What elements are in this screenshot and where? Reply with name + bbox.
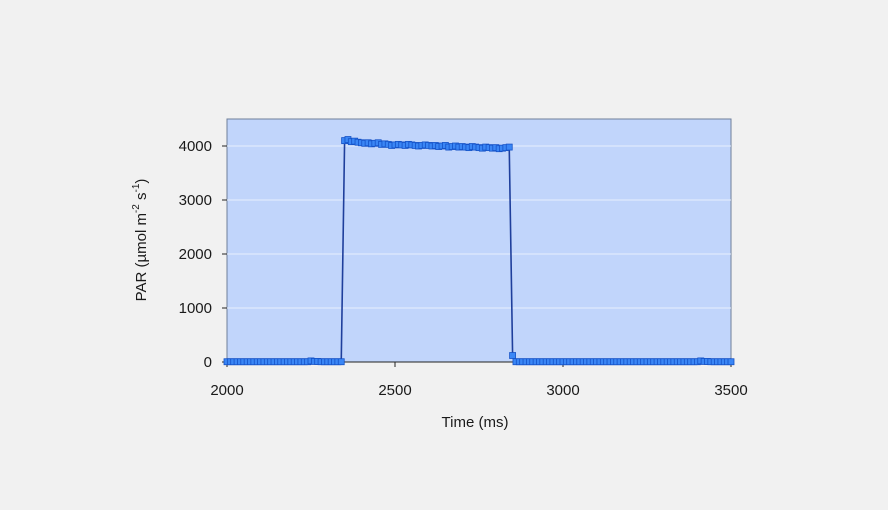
x-tick-label: 3500 xyxy=(714,382,747,399)
tick-labels: 0 1000 2000 3000 4000 2000 2500 3000 3500 xyxy=(179,138,748,399)
y-axis-title: PAR (µmol m-2 s-1) xyxy=(131,179,150,302)
data-point xyxy=(505,143,513,151)
x-axis-title: Time (ms) xyxy=(442,414,509,431)
plot-area xyxy=(226,118,732,363)
data-point xyxy=(509,352,517,359)
y-tick-label: 0 xyxy=(204,354,212,371)
y-tick-label: 1000 xyxy=(179,300,212,317)
data-point xyxy=(337,358,345,366)
x-tick-label: 2500 xyxy=(378,382,411,399)
y-tick-label: 4000 xyxy=(179,138,212,155)
y-tick-label: 3000 xyxy=(179,192,212,209)
x-tick-label: 3000 xyxy=(546,382,579,399)
x-tick-label: 2000 xyxy=(210,382,243,399)
data-point xyxy=(727,358,735,366)
y-tick-label: 2000 xyxy=(179,246,212,263)
series-par xyxy=(223,136,735,366)
